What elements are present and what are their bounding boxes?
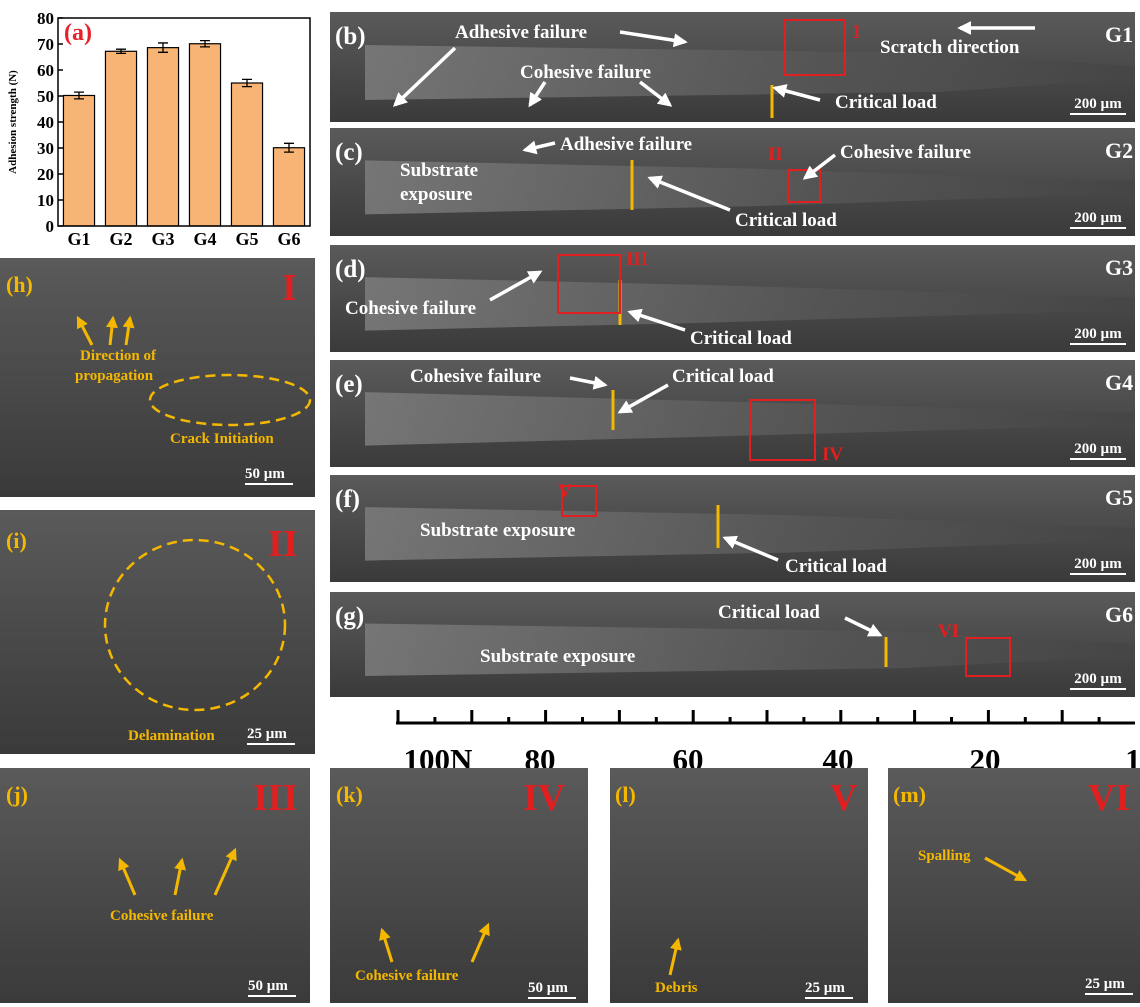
y-axis-label: Adhesion strength (N) [7,70,19,174]
scale-label: 200 µm [1074,210,1122,226]
panel-label: (d) [335,256,366,283]
group-label: G3 [1105,255,1133,280]
bar [273,148,304,226]
annotation: propagation [75,368,154,384]
y-tick-label: 30 [37,139,54,158]
bar [189,44,220,226]
panel-label: (b) [335,23,366,50]
scale-label: 50 µm [245,466,285,482]
annotation: Substrate [400,160,478,181]
y-tick-label: 60 [37,61,54,80]
group-label: G2 [1105,138,1133,163]
plot-frame [58,18,310,226]
region-label: III [626,249,648,270]
region-label: VI [1088,777,1130,819]
y-tick-label: 40 [37,113,54,132]
scale-label: 25 µm [1085,976,1125,992]
annotation: Substrate exposure [420,520,575,541]
annotation: Crack Initiation [170,431,274,447]
annotation: exposure [400,184,472,205]
scale-label: 200 µm [1074,671,1122,687]
y-tick-label: 20 [37,165,54,184]
annotation: Adhesive failure [560,134,692,155]
scale-label: 200 µm [1074,441,1122,457]
group-label: G5 [1105,485,1133,510]
x-tick-label: G4 [193,229,216,249]
region-label: I [853,22,860,43]
annotation: Cohesive failure [110,908,214,924]
scale-label: 200 µm [1074,556,1122,572]
bar [147,48,178,226]
region-label: I [282,267,297,309]
group-label: G6 [1105,602,1133,627]
sem-image [0,258,315,497]
x-tick-label: G1 [67,229,90,249]
panel-label: (j) [6,782,28,807]
annotation: Cohesive failure [345,298,476,319]
annotation: Direction of [80,348,157,364]
bar [105,51,136,226]
scale-label: 50 µm [248,978,288,994]
panel-label: (e) [335,371,363,398]
scale-label: 25 µm [805,980,845,996]
group-label: G4 [1105,370,1133,395]
region-label: V [830,777,858,819]
annotation: Scratch direction [880,37,1020,58]
annotation: Delamination [128,728,215,744]
x-tick-label: G5 [235,229,258,249]
annotation: Critical load [672,366,774,387]
annotation: Cohesive failure [355,968,459,984]
annotation: Spalling [918,848,971,864]
region-label: II [768,144,783,165]
region-label: II [268,523,298,565]
region-label: III [253,777,297,819]
annotation: Critical load [835,92,937,113]
region-label: IV [822,444,843,465]
panel-label: (f) [335,486,360,513]
y-tick-label: 0 [46,217,55,236]
group-label: G1 [1105,22,1133,47]
scale-label: 50 µm [528,980,568,996]
scale-label: 25 µm [247,726,287,742]
annotation: Critical load [718,602,820,623]
panel-label: (a) [64,20,92,46]
annotation: Critical load [690,328,792,349]
panel-label: (g) [335,603,364,630]
panel-label: (c) [335,139,363,166]
annotation: Debris [655,980,698,996]
scale-label: 200 µm [1074,96,1122,112]
bar [231,83,262,226]
panel-label: (m) [893,782,926,807]
x-tick-label: G2 [109,229,132,249]
y-tick-label: 70 [37,35,54,54]
panel-label: (h) [6,272,33,297]
panel-label: (k) [336,782,363,807]
panel-label: (i) [6,528,27,553]
y-tick-label: 50 [37,87,54,106]
annotation: Cohesive failure [410,366,541,387]
panel-label: (l) [615,782,636,807]
y-tick-label: 80 [37,9,54,28]
annotation: Critical load [785,556,887,577]
scale-label: 200 µm [1074,326,1122,342]
region-label: IV [523,777,566,819]
bar [63,95,94,226]
annotation: Substrate exposure [480,646,635,667]
annotation: Adhesive failure [455,22,587,43]
region-label: V [558,481,572,502]
annotation: Cohesive failure [520,62,651,83]
x-tick-label: G3 [151,229,174,249]
annotation: Cohesive failure [840,142,971,163]
region-label: VI [938,621,959,642]
y-tick-label: 10 [37,191,54,210]
x-tick-label: G6 [277,229,300,249]
annotation: Critical load [735,210,837,231]
figure: 0 10 20 30 40 50 60 70 80 Adhesion strength (N) G1… [0,0,1140,1007]
